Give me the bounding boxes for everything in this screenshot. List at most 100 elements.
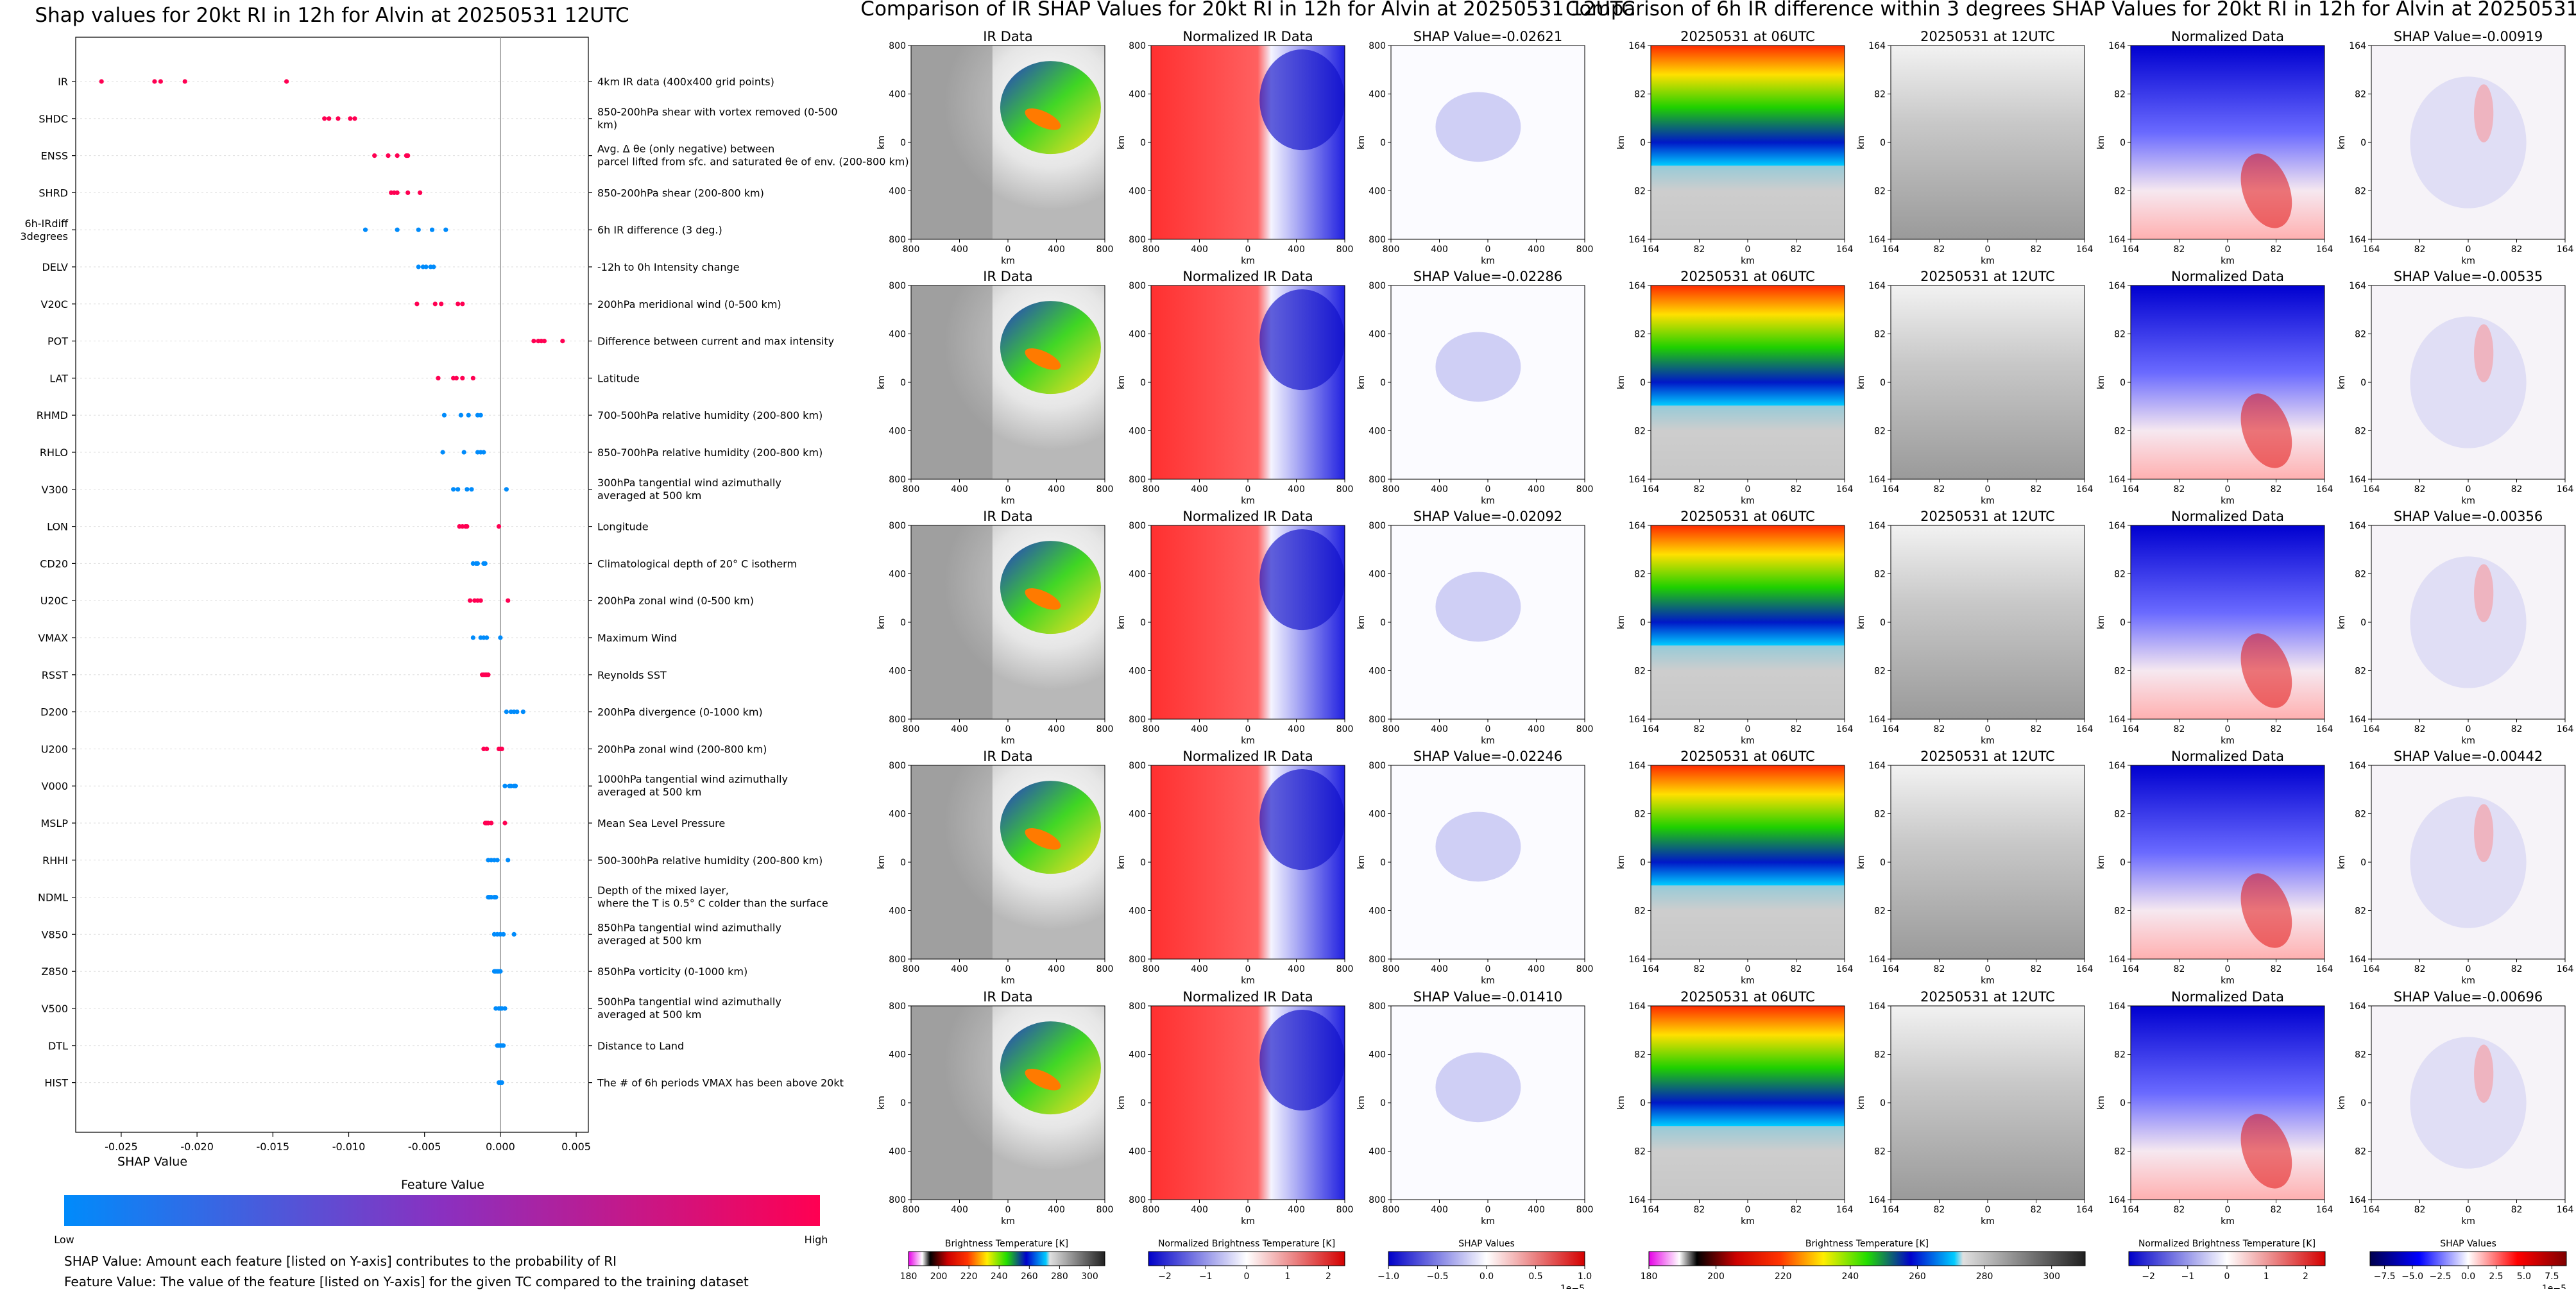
panel-ytick-label: 400 — [1369, 810, 1386, 820]
panel-xlabel: km — [1241, 256, 1255, 266]
panel-ytick-label: 82 — [1634, 1050, 1646, 1060]
panel-xtick-label: 400 — [1191, 484, 1208, 495]
irdiff-shap-colorbar-tick-label: 0.0 — [2461, 1271, 2475, 1282]
shap-feature-description: The # of 6h periods VMAX has been above … — [597, 1077, 844, 1089]
panel-xlabel: km — [1241, 976, 1255, 986]
panel-xtick-label: 400 — [1528, 724, 1545, 735]
panel-xtick-label: 400 — [1288, 1205, 1305, 1215]
normalized-ir-panel — [1151, 46, 1345, 239]
panel-xlabel: km — [2221, 256, 2235, 266]
panel-ytick-label: 400 — [1369, 1147, 1386, 1157]
shap-point — [499, 1080, 504, 1085]
panel-ytick-label: 800 — [1129, 521, 1146, 531]
panel-xtick-label: 82 — [1791, 964, 1802, 974]
panel-xtick-label: 800 — [1096, 724, 1114, 735]
shap-point — [493, 895, 499, 900]
ir-normalized-colorbar-tick-label: 2 — [1326, 1271, 1331, 1282]
panel-xtick-label: 82 — [1694, 1205, 1705, 1215]
irdiff-06utc-panel — [1651, 525, 1845, 719]
panel-ytick-label: 164 — [1868, 475, 1886, 485]
ir-shap-negative-area — [1435, 812, 1521, 882]
irdiff-shap-colorbar-tick-label: 5.0 — [2517, 1271, 2531, 1282]
panel-ytick-label: 400 — [889, 570, 906, 580]
panel-xtick-label: 82 — [2511, 244, 2523, 255]
panel-ytick-label: 400 — [1369, 667, 1386, 677]
irdiff-shap-negative-area — [2410, 76, 2527, 208]
shap-feature-description-line: km) — [597, 119, 617, 131]
panel-ytick-label: 164 — [1628, 521, 1646, 531]
panel-xtick-label: 400 — [951, 964, 968, 974]
panel-xlabel: km — [1741, 256, 1755, 266]
shap-feature-name: CD20 — [40, 557, 68, 570]
panel-ytick-label: 0 — [1140, 378, 1146, 388]
panel-xtick-label: 0 — [1985, 724, 1991, 735]
shap-point — [405, 190, 411, 195]
ir-shap-background — [1391, 46, 1585, 239]
panel-xtick-label: 400 — [1431, 1205, 1448, 1215]
panel-xlabel: km — [1741, 976, 1755, 986]
panel-xtick-label: 0 — [1745, 1205, 1751, 1215]
panel-xtick-label: 0 — [1485, 724, 1491, 735]
shap-feature-description-line: Longitude — [597, 521, 649, 533]
panel-ytick-label: 800 — [1129, 955, 1146, 965]
irdiff-12utc-panel — [1891, 46, 2085, 239]
panel-ytick-label: 82 — [2114, 570, 2126, 580]
shap-point — [501, 1043, 506, 1048]
panel-ytick-label: 0 — [2120, 1098, 2126, 1109]
panel-ytick-label: 82 — [2355, 667, 2366, 677]
ir-shap-colorbar-offset: 1e−5 — [1560, 1284, 1585, 1289]
panel-xlabel: km — [1981, 496, 1995, 506]
panel-ylabel: km — [1856, 1096, 1866, 1110]
shap-point — [441, 412, 447, 418]
panel-ytick-label: 164 — [2349, 521, 2366, 531]
ir-normalized-colorbar — [1148, 1251, 1345, 1266]
irdiff-shap-panel — [2371, 525, 2565, 719]
panel-xtick-label: 164 — [1642, 1205, 1660, 1215]
panel-ylabel: km — [2096, 135, 2106, 149]
irdiff-normalized-warm-band — [2240, 633, 2292, 708]
irdiff-12utc-panel — [1891, 765, 2085, 959]
ir-core — [1025, 348, 1061, 370]
panel-ytick-label: 164 — [2108, 521, 2126, 531]
irdiff-brightness-colorbar-tick-label: 300 — [2043, 1271, 2060, 1282]
panel-ytick-label: 800 — [889, 41, 906, 51]
shap-point — [431, 264, 436, 269]
shap-feature-description: 500hPa tangential wind azimuthally averag… — [597, 996, 781, 1021]
irdiff-shap-background — [2371, 285, 2565, 479]
panel-xtick-label: 0 — [1485, 964, 1491, 974]
ir-brightness-colorbar-tick-label: 300 — [1081, 1271, 1098, 1282]
shap-feature-description-line: 850hPa tangential wind azimuthally — [597, 921, 781, 933]
panel-ytick-label: 400 — [1129, 427, 1146, 437]
irdiff-normalized-panel — [2131, 1006, 2324, 1200]
panel-xtick-label: 0 — [1245, 964, 1251, 974]
panel-xtick-label: 400 — [1048, 244, 1065, 255]
irdiff-06utc-title: 20250531 at 06UTC — [1680, 269, 1815, 284]
shap-point — [466, 412, 471, 418]
panel-ytick-label: 400 — [889, 667, 906, 677]
panel-ytick-label: 400 — [1369, 570, 1386, 580]
panel-ylabel: km — [1856, 615, 1866, 629]
panel-ylabel: km — [1356, 615, 1367, 629]
ir-normalized-colorbar-tick-label: −2 — [1158, 1271, 1172, 1282]
panel-ytick-label: 800 — [1129, 1001, 1146, 1012]
shap-feature-description-line: 500-300hPa relative humidity (200-800 km… — [597, 854, 823, 867]
irdiff-12utc-panel — [1891, 1006, 2085, 1200]
panel-ylabel: km — [2096, 615, 2106, 629]
shap-feature-description: Reynolds SST — [597, 669, 667, 681]
ir-normalized-colorbar-tick-label: 0 — [1244, 1271, 1250, 1282]
panel-xtick-label: 82 — [2031, 964, 2042, 974]
panel-ytick-label: 82 — [2114, 90, 2126, 100]
panel-ytick-label: 0 — [1380, 618, 1386, 628]
shap-point — [465, 487, 470, 492]
panel-ytick-label: 164 — [1628, 475, 1646, 485]
panel-ytick-label: 164 — [1628, 715, 1646, 725]
shap-point — [456, 302, 461, 307]
panel-xtick-label: 82 — [1791, 1205, 1802, 1215]
shap-point — [395, 227, 400, 232]
shap-point — [504, 487, 509, 492]
panel-ytick-label: 82 — [1874, 427, 1886, 437]
panel-xlabel: km — [2221, 496, 2235, 506]
ir-shap-negative-area — [1435, 572, 1521, 642]
panel-xtick-label: 164 — [2316, 1205, 2333, 1215]
panel-ytick-label: 0 — [1640, 858, 1646, 868]
